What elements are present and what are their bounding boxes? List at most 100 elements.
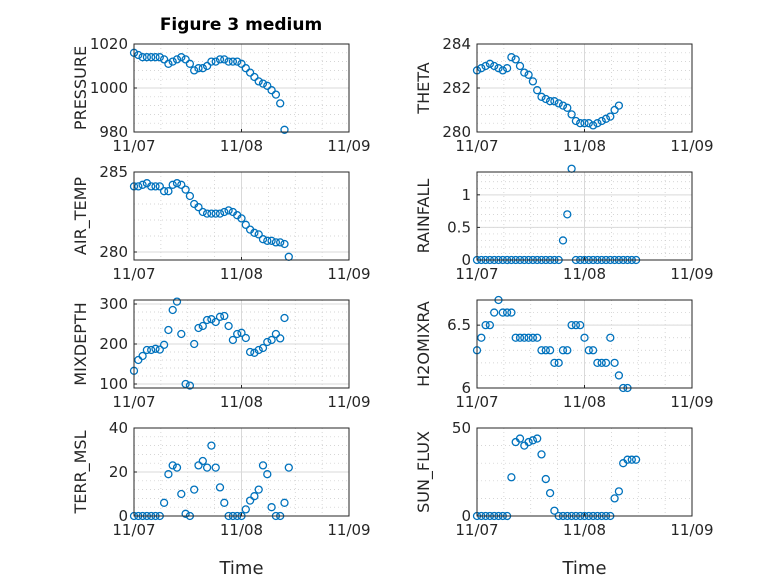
- terr-msl-data-point: [172, 463, 182, 472]
- mixdepth-data-point: [151, 344, 160, 353]
- sun-flux-ylabel: SUN_FLUX: [414, 431, 434, 513]
- theta-data-point: [494, 64, 503, 73]
- air-temp-xtick-label: 11/08: [220, 265, 263, 283]
- terr-msl-data-point: [245, 496, 255, 505]
- terr-msl-data-point: [194, 461, 203, 470]
- pressure-data-point: [185, 59, 195, 68]
- h2omixra-data-point: [498, 308, 507, 317]
- theta-data-point: [614, 101, 624, 110]
- terr-msl-data-point: [211, 463, 220, 472]
- h2omixra-data-point: [490, 308, 499, 317]
- sun-flux-data-point: [507, 473, 516, 482]
- pressure-data-point: [159, 55, 169, 64]
- pressure-ylabel: PRESSURE: [71, 46, 90, 130]
- theta-xtick-label: 11/09: [670, 137, 713, 155]
- h2omixra-data-point: [567, 320, 576, 330]
- terr-msl-ytick-label: 0: [118, 507, 128, 525]
- pressure-data-point: [267, 86, 276, 95]
- h2omixra-data-point: [524, 333, 533, 342]
- air-temp-data-point: [207, 209, 216, 218]
- mixdepth-data-point: [245, 347, 255, 357]
- pressure-data-point: [276, 99, 285, 108]
- theta-data-point: [490, 61, 499, 71]
- h2omixra-data-point: [511, 333, 520, 342]
- h2omixra-xtick-label: 11/07: [455, 393, 498, 411]
- rainfall-data-point: [567, 164, 576, 173]
- air-temp-data-point: [267, 236, 276, 245]
- mixdepth-panel: 100 200 300 11/07 11/08 11/09 MIXDEPTH: [71, 295, 371, 411]
- mixdepth-ylabel: MIXDEPTH: [71, 302, 90, 385]
- rainfall-panel: 0 0.5 1 11/07 11/08 11/09 RAINFALL: [414, 164, 714, 283]
- air-temp-data-point: [271, 238, 281, 247]
- sun-flux-data-point: [515, 434, 525, 443]
- mixdepth-data-point: [280, 313, 289, 323]
- h2omixra-data-point: [507, 308, 516, 317]
- mixdepth-data-point: [263, 337, 272, 347]
- mixdepth-data-point: [271, 329, 281, 339]
- pressure-data-point: [211, 57, 220, 66]
- pressure-data-point: [138, 53, 147, 62]
- terr-msl-data-point: [241, 505, 250, 514]
- rainfall-xtick-label: 11/09: [670, 265, 713, 283]
- terr-msl-xtick-label: 11/07: [112, 521, 155, 539]
- h2omixra-data-point: [614, 371, 624, 380]
- pressure-data-point: [228, 57, 238, 66]
- mixdepth-ytick-label: 100: [99, 375, 128, 393]
- air-temp-xtick-label: 11/07: [112, 265, 155, 283]
- sun-flux-panel: 0 50 11/07 11/08 11/09 SUN_FLUX Time: [414, 419, 714, 579]
- sun-flux-data-point: [627, 455, 636, 464]
- sun-flux-data-point: [610, 494, 619, 503]
- terr-msl-ylabel: TERR_MSL: [71, 430, 91, 514]
- sun-flux-xtick-label: 11/09: [670, 521, 713, 539]
- pressure-xtick-label: 11/08: [220, 137, 263, 155]
- terr-msl-data-point: [168, 461, 177, 470]
- mixdepth-data-point: [142, 345, 152, 355]
- pressure-data-point: [224, 57, 233, 66]
- theta-data-point: [610, 105, 619, 115]
- air-temp-data-point: [138, 180, 147, 189]
- h2omixra-ytick-label: 6.5: [447, 316, 471, 334]
- air-temp-data-point: [194, 203, 203, 212]
- sun-flux-data-point: [623, 455, 632, 464]
- theta-data-point: [502, 64, 512, 73]
- theta-data-point: [485, 59, 495, 68]
- terr-msl-data-point: [263, 470, 272, 479]
- theta-data-point: [511, 55, 520, 64]
- air-temp-data-point: [280, 239, 289, 249]
- air-temp-data-point: [168, 180, 177, 189]
- terr-msl-panel: 0 20 40 11/07 11/08 11/09 TERR_MSL Time: [71, 419, 371, 579]
- theta-data-point: [571, 116, 581, 126]
- h2omixra-data-point: [520, 333, 529, 342]
- pressure-data-point: [168, 57, 177, 66]
- mixdepth-data-point: [224, 321, 233, 331]
- pressure-data-point: [245, 68, 255, 77]
- h2omixra-data-point: [580, 333, 589, 342]
- sun-flux-data-point: [533, 434, 542, 443]
- sun-flux-xtick-label: 11/08: [563, 521, 606, 539]
- air-temp-data-point: [211, 209, 220, 218]
- mixdepth-data-point: [155, 345, 164, 354]
- terr-msl-data-point: [181, 509, 190, 518]
- pressure-data-point: [263, 81, 272, 90]
- pressure-data-point: [155, 53, 164, 62]
- h2omixra-data-point: [550, 358, 559, 368]
- air-temp-data-point: [147, 182, 156, 191]
- terr-msl-data-point: [215, 483, 225, 492]
- mixdepth-data-point: [276, 334, 285, 343]
- sun-flux-data-point: [631, 455, 641, 464]
- mixdepth-xtick-label: 11/09: [327, 393, 370, 411]
- theta-data-point: [593, 119, 602, 128]
- rainfall-ylabel: RAINFALL: [414, 179, 433, 254]
- theta-xtick-label: 11/08: [563, 137, 606, 155]
- theta-data-point: [550, 97, 559, 106]
- mixdepth-data-point: [241, 333, 250, 343]
- terr-msl-xlabel: Time: [218, 558, 263, 579]
- sun-flux-xlabel: Time: [561, 558, 606, 579]
- rainfall-xtick-label: 11/07: [455, 265, 498, 283]
- theta-data-point: [597, 116, 606, 126]
- mixdepth-data-point: [190, 339, 199, 349]
- air-temp-xtick-label: 11/09: [327, 265, 370, 283]
- h2omixra-data-point: [537, 346, 546, 355]
- h2omixra-data-point: [588, 346, 598, 355]
- air-temp-data-point: [241, 220, 250, 229]
